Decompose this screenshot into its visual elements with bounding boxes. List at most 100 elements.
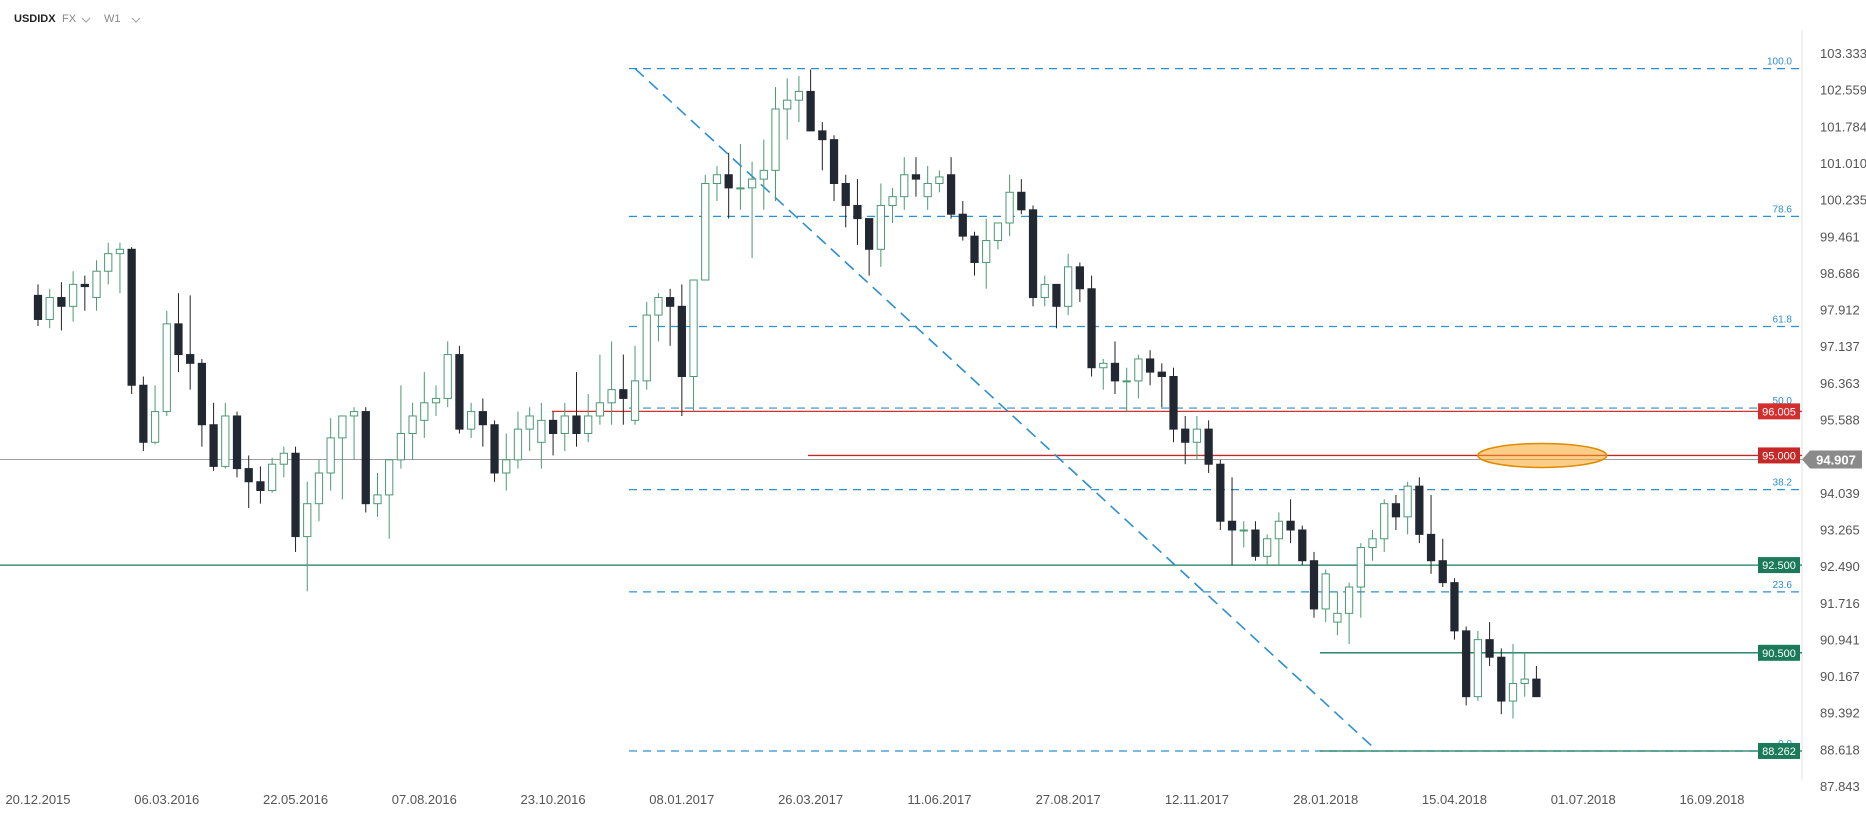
candle-body — [853, 204, 862, 220]
candle — [584, 394, 593, 443]
candle-body — [1426, 533, 1436, 562]
candle-body — [946, 174, 956, 215]
candle-body — [1110, 362, 1120, 382]
candle-body — [92, 270, 101, 299]
fib-label: 61.8 — [1773, 314, 1793, 325]
x-tick-label: 16.09.2018 — [1679, 792, 1744, 807]
candle — [490, 420, 499, 482]
candle — [537, 402, 546, 469]
candle-body — [1520, 678, 1529, 685]
y-tick-label: 100.235 — [1820, 193, 1866, 208]
candle-body — [911, 174, 921, 180]
candle — [1192, 415, 1202, 460]
candle-body — [361, 411, 370, 505]
candle-body — [349, 411, 359, 417]
candle-body — [455, 354, 464, 430]
candle — [1263, 534, 1272, 566]
candle — [923, 165, 932, 210]
candle — [396, 385, 406, 469]
candle — [1087, 275, 1096, 377]
candle-body — [80, 283, 89, 288]
candle — [502, 433, 511, 491]
candle-body — [747, 178, 757, 189]
candle-body — [1286, 520, 1295, 531]
timeframe-label[interactable]: W1 — [104, 13, 121, 25]
candle — [115, 242, 125, 294]
candle — [314, 459, 324, 522]
x-tick-label: 23.10.2016 — [521, 792, 586, 807]
candle-body — [982, 240, 991, 263]
candle — [993, 222, 1003, 250]
candle — [818, 122, 827, 171]
candle — [794, 76, 804, 123]
candle-body — [1204, 428, 1213, 465]
candle-body — [1087, 288, 1096, 369]
candle-body — [1298, 529, 1307, 562]
level-tag-label: 90.500 — [1762, 648, 1796, 660]
candle-body — [162, 323, 171, 413]
candle — [221, 402, 230, 469]
candle — [408, 402, 417, 460]
candle-body — [1485, 639, 1494, 658]
candle-body — [1239, 529, 1248, 532]
candle — [865, 218, 874, 276]
fib-label: 50.0 — [1773, 396, 1793, 407]
y-tick-label: 92.490 — [1820, 559, 1860, 574]
x-tick-label: 08.01.2017 — [649, 792, 714, 807]
candle-body — [736, 187, 745, 190]
time-axis: 20.12.2015 06.03.2016 22.05.2016 07.08.2016… — [5, 792, 1744, 807]
fibonacci-levels: 100.078.661.850.038.223.60.0 — [629, 57, 1802, 752]
timeframe-dropdown-icon[interactable] — [131, 17, 141, 23]
candle-body — [1075, 266, 1084, 290]
candle-body — [1333, 612, 1342, 623]
candle — [572, 372, 581, 447]
x-tick-label: 11.06.2017 — [907, 792, 971, 807]
level-tag-label: 92.500 — [1762, 560, 1796, 572]
candle-body — [490, 424, 499, 474]
candle — [1005, 174, 1014, 237]
market-dropdown-icon[interactable] — [81, 17, 91, 23]
candle-body — [478, 411, 487, 426]
candle — [829, 135, 839, 202]
y-tick-label: 90.167 — [1820, 669, 1860, 684]
candle — [1520, 652, 1529, 697]
candle — [513, 411, 523, 469]
x-tick-label: 15.04.2018 — [1422, 792, 1487, 807]
candle — [759, 139, 768, 210]
candle — [771, 87, 780, 202]
trendline-group — [634, 68, 1374, 748]
x-tick-label: 07.08.2016 — [392, 792, 457, 807]
candle — [326, 418, 335, 491]
candle — [935, 170, 944, 193]
symbol-label[interactable]: USDIDX — [14, 13, 56, 25]
candle — [1473, 630, 1483, 702]
candle-body — [642, 314, 651, 382]
candle — [162, 310, 171, 416]
candle — [1110, 341, 1120, 395]
fib-label: 78.6 — [1773, 204, 1793, 215]
candle — [291, 446, 300, 552]
candle-body — [1122, 380, 1131, 383]
market-label[interactable]: FX — [62, 13, 77, 25]
candle-body — [970, 235, 979, 263]
current-price-label: 94.907 — [1816, 453, 1856, 468]
candle — [642, 301, 651, 390]
candle — [1239, 521, 1248, 548]
candle — [958, 201, 967, 241]
candle-body — [139, 384, 148, 443]
fib-label: 23.6 — [1773, 580, 1793, 591]
candle-body — [712, 174, 722, 185]
candle-body — [420, 402, 429, 421]
candle — [1181, 415, 1190, 465]
y-tick-label: 101.010 — [1820, 156, 1866, 171]
candle — [970, 231, 979, 276]
candle-body — [1005, 191, 1014, 224]
candle-body — [513, 428, 523, 461]
candle — [1391, 494, 1401, 530]
candle — [232, 411, 242, 478]
candle — [876, 183, 885, 267]
candle-body — [1169, 375, 1178, 430]
candle — [267, 457, 277, 493]
candle — [303, 481, 312, 592]
candle — [33, 284, 43, 327]
